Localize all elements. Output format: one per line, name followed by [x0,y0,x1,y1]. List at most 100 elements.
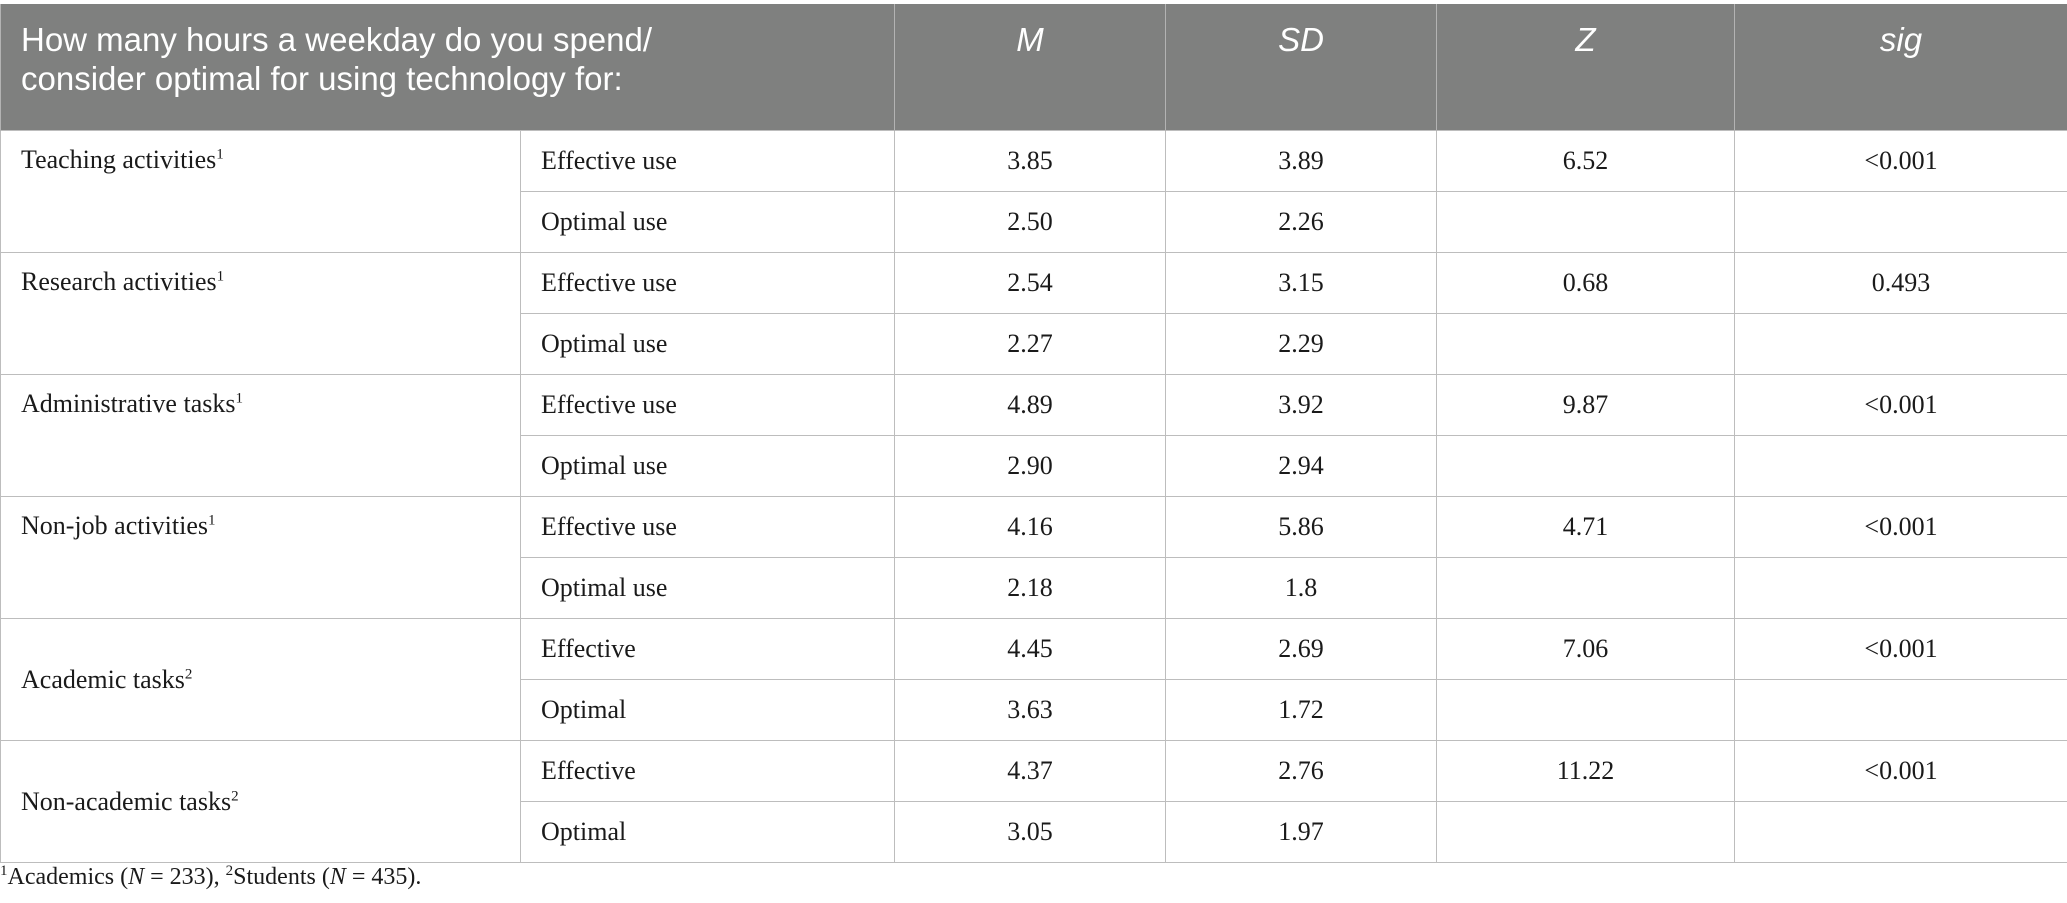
table-row: Research activities1 Effective use 2.54 … [0,252,2067,375]
table-row: Optimal 3.63 1.72 [1,679,2067,741]
sd-cell: 3.89 [1165,130,1437,192]
results-table: How many hours a weekday do you spend/ c… [0,4,2067,863]
header-sd: SD [1165,4,1437,131]
z-cell [1436,679,1735,741]
header-question: How many hours a weekday do you spend/ c… [0,4,895,131]
group-note: 1 [235,390,243,407]
footnote-mark-2: 2 [225,863,234,879]
m-cell: 3.85 [894,130,1166,192]
sd-cell: 2.69 [1165,618,1437,680]
use-cell: Optimal use [520,435,895,497]
sd-cell: 1.72 [1165,679,1437,741]
sig-cell: <0.001 [1734,618,2067,680]
use-cell: Effective [520,618,895,680]
use-cell: Effective use [520,374,895,436]
group-label: Non-academic tasks [21,786,232,816]
z-cell: 7.06 [1436,618,1735,680]
m-cell: 2.90 [894,435,1166,497]
z-cell: 4.71 [1436,496,1735,558]
group-note: 1 [216,268,225,285]
sig-cell [1734,801,2067,863]
sd-cell: 1.97 [1165,801,1437,863]
sd-cell: 2.29 [1165,313,1437,375]
sig-cell [1734,435,2067,497]
group-label: Teaching activities [21,145,217,174]
sig-cell [1734,557,2067,619]
footnote-n-symbol-1: N [128,864,145,890]
m-cell: 3.05 [894,801,1166,863]
group-label: Non-job activities [21,511,209,540]
group-label-cell: Non-job activities1 [0,496,521,619]
use-cell: Effective use [520,496,895,558]
use-cell: Effective use [520,130,895,192]
sig-cell: <0.001 [1734,374,2067,436]
z-cell [1436,313,1735,375]
sd-cell: 3.15 [1165,252,1437,314]
sig-cell: <0.001 [1734,496,2067,558]
sd-cell: 5.86 [1165,496,1437,558]
use-cell: Optimal [520,679,895,741]
sd-cell: 2.94 [1165,435,1437,497]
footnote-students-text: Students ( [233,864,330,890]
footnote-mark-1: 1 [0,863,8,879]
use-cell: Effective use [520,252,895,314]
use-cell: Effective [520,740,895,802]
group-note: 1 [208,512,216,529]
table-footnote: 1Academics (N = 233), 2Students (N = 435… [0,864,421,891]
table-row: Non-academic tasks2 Effective 4.37 2.76 … [0,740,2067,863]
use-cell: Optimal use [520,313,895,375]
sig-cell [1734,679,2067,741]
sd-cell: 3.92 [1165,374,1437,436]
sig-cell: <0.001 [1734,130,2067,192]
z-cell [1436,557,1735,619]
sd-cell: 2.26 [1165,191,1437,253]
table-row: Administrative tasks1 Effective use 4.89… [0,374,2067,497]
use-cell: Optimal use [520,191,895,253]
group-label-cell: Research activities1 [0,252,521,375]
m-cell: 2.50 [894,191,1166,253]
group-note: 2 [184,665,193,682]
table-row: Teaching activities1 Effective use 3.85 … [0,130,2067,253]
sig-cell [1734,191,2067,253]
group-label: Research activities [21,267,217,296]
footnote-students-count: = 435). [345,864,422,890]
m-cell: 3.63 [894,679,1166,741]
sig-cell: <0.001 [1734,740,2067,802]
header-sig: sig [1734,4,2067,131]
m-cell: 2.18 [894,557,1166,619]
table-row: Non-job activities1 Effective use 4.16 5… [0,496,2067,619]
group-note: 1 [216,146,224,163]
table-row: Academic tasks2 Effective 4.45 2.69 7.06… [0,618,2067,741]
group-label: Academic tasks [21,664,185,694]
footnote-academics-count: = 233), [144,864,226,890]
sd-cell: 2.76 [1165,740,1437,802]
z-cell: 9.87 [1436,374,1735,436]
sig-cell: 0.493 [1734,252,2067,314]
sig-cell [1734,313,2067,375]
header-z: Z [1436,4,1735,131]
z-cell [1436,191,1735,253]
z-cell [1436,435,1735,497]
m-cell: 4.45 [894,618,1166,680]
header-question-line2: consider optimal for using technology fo… [21,60,623,97]
header-m: M [894,4,1166,131]
m-cell: 2.54 [894,252,1166,314]
m-cell: 4.37 [894,740,1166,802]
group-label-cell: Teaching activities1 [0,130,521,253]
header-row: How many hours a weekday do you spend/ c… [0,4,2067,131]
table-row: Optimal 3.05 1.97 [1,801,2067,863]
group-label: Administrative tasks [21,389,236,418]
table-row: Optimal use 2.90 2.94 [1,435,2067,497]
group-note: 2 [231,787,239,804]
header-question-line1: How many hours a weekday do you spend/ [21,21,653,58]
z-cell [1436,801,1735,863]
m-cell: 4.89 [894,374,1166,436]
m-cell: 2.27 [894,313,1166,375]
use-cell: Optimal [520,801,895,863]
m-cell: 4.16 [894,496,1166,558]
group-label-cell: Administrative tasks1 [0,374,521,497]
z-cell: 0.68 [1436,252,1735,314]
group-label-cell: Academic tasks2 [0,618,521,741]
footnote-academics-text: Academics ( [7,864,129,890]
use-cell: Optimal use [520,557,895,619]
